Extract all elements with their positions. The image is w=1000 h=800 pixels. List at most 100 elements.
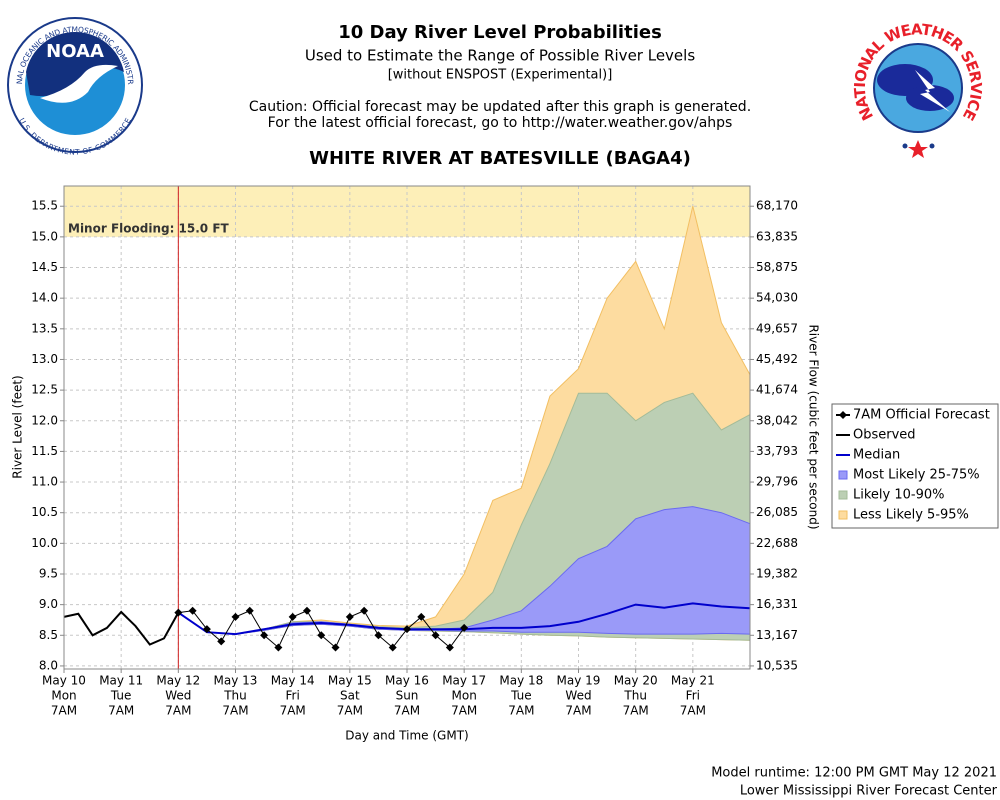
series-line [63,610,180,646]
y2-tick-label: 16,331 [756,597,798,611]
legend-box [831,403,999,529]
y-tick-label: 9.0 [39,597,58,611]
x-tick-label: May 13 [214,674,258,688]
forecast-point [274,643,283,652]
x-tick-label: Mon [452,689,477,703]
x-tick-label: Wed [165,689,191,703]
forecast-point [302,606,311,615]
legend-label: Less Likely 5-95% [853,508,969,523]
x-tick-label: May 15 [328,674,372,688]
y-tick-label: 15.5 [31,199,58,213]
footer: Model runtime: 12:00 PM GMT May 12 2021 [711,766,997,781]
subtitle: [without ENSPOST (Experimental)] [388,68,613,83]
x-tick-label: May 19 [557,674,601,688]
x-tick-label: May 12 [156,674,200,688]
x-tick-label: May 17 [442,674,486,688]
nws-logo: NATIONAL WEATHER SERVICE [848,18,988,158]
forecast-point [388,643,397,652]
x-tick-label: 7AM [451,704,477,718]
y-axis-label: River Level (feet) [11,375,25,478]
x-tick-label: Tue [110,689,132,703]
forecast-point [331,643,340,652]
x-tick-label: May 14 [271,674,315,688]
y-tick-label: 10.0 [31,536,58,550]
x-tick-label: May 10 [42,674,86,688]
legend-label: 7AM Official Forecast [853,408,990,423]
y2-tick-label: 49,657 [756,321,798,335]
x-tick-label: 7AM [222,704,248,718]
forecast-point [345,612,354,621]
logo-bolt [915,70,950,112]
x-tick-label: 7AM [508,704,534,718]
logo-gull [40,64,118,103]
forecast-point [217,637,226,646]
forecast-point [460,623,469,632]
forecast-point [231,612,240,621]
x-tick-label: Wed [565,689,591,703]
x-tick-label: 7AM [680,704,706,718]
y2-tick-label: 33,793 [756,444,798,458]
x-axis-label: Day and Time (GMT) [345,729,468,743]
y2-tick-label: 41,674 [756,383,798,397]
logo-star [908,140,928,158]
forecast-point [260,631,269,640]
forecast-point [288,612,297,621]
y-tick-label: 15.0 [31,229,58,243]
x-tick-label: 7AM [108,704,134,718]
x-tick-label: May 21 [671,674,715,688]
x-tick-label: 7AM [394,704,420,718]
legend-swatch [838,510,848,520]
forecast-point [445,643,454,652]
y-tick-label: 13.0 [31,352,58,366]
y-tick-label: 12.0 [31,413,58,427]
x-tick-label: Tue [510,689,532,703]
y2-tick-label: 29,796 [756,475,798,489]
forecast-point [360,606,369,615]
x-tick-label: 7AM [337,704,363,718]
x-tick-label: 7AM [623,704,649,718]
y2-tick-label: 68,170 [756,199,798,213]
legend-swatch [838,470,848,480]
x-tick-label: Thu [223,689,247,703]
x-tick-label: 7AM [565,704,591,718]
forecast-point [245,606,254,615]
y-tick-label: 11.0 [31,475,58,489]
x-tick-label: Mon [51,689,76,703]
legend-label: Most Likely 25-75% [853,468,980,483]
caution: Caution: Official forecast may be update… [249,99,751,115]
y2-tick-label: 26,085 [756,505,798,519]
y2-tick-label: 38,042 [756,413,798,427]
y-tick-label: 10.5 [31,505,58,519]
logo-sky [26,31,124,97]
chart-title: 10 Day River Level Probabilities [338,22,662,43]
y2-tick-label: 22,688 [756,536,798,550]
x-tick-label: 7AM [280,704,306,718]
forecast-point [374,631,383,640]
y-tick-label: 8.5 [39,628,58,642]
y2-tick-label: 45,492 [756,352,798,366]
x-tick-label: Sat [340,689,360,703]
y2-tick-label: 54,030 [756,291,798,305]
logo-text: NOAA [46,41,104,62]
y2-tick-label: 13,167 [756,628,798,642]
forecast-point [188,606,197,615]
station-title: WHITE RIVER AT BATESVILLE (BAGA4) [309,148,691,169]
x-tick-label: 7AM [51,704,77,718]
y-tick-label: 11.5 [31,444,58,458]
y-tick-label: 13.5 [31,321,58,335]
logo-star [902,143,908,149]
x-tick-label: 7AM [165,704,191,718]
logo-star [929,143,935,149]
x-tick-label: May 18 [499,674,543,688]
x-tick-label: May 11 [99,674,143,688]
x-tick-label: Thu [623,689,647,703]
caution: For the latest official forecast, go to … [268,115,733,131]
legend-swatch [838,490,848,500]
y-tick-label: 14.0 [31,291,58,305]
forecast-point [403,625,411,634]
forecast-point [174,608,183,617]
legend-label: Median [853,448,900,463]
footer: Lower Mississippi River Forecast Center [740,784,998,799]
y2-tick-label: 19,382 [756,566,798,580]
